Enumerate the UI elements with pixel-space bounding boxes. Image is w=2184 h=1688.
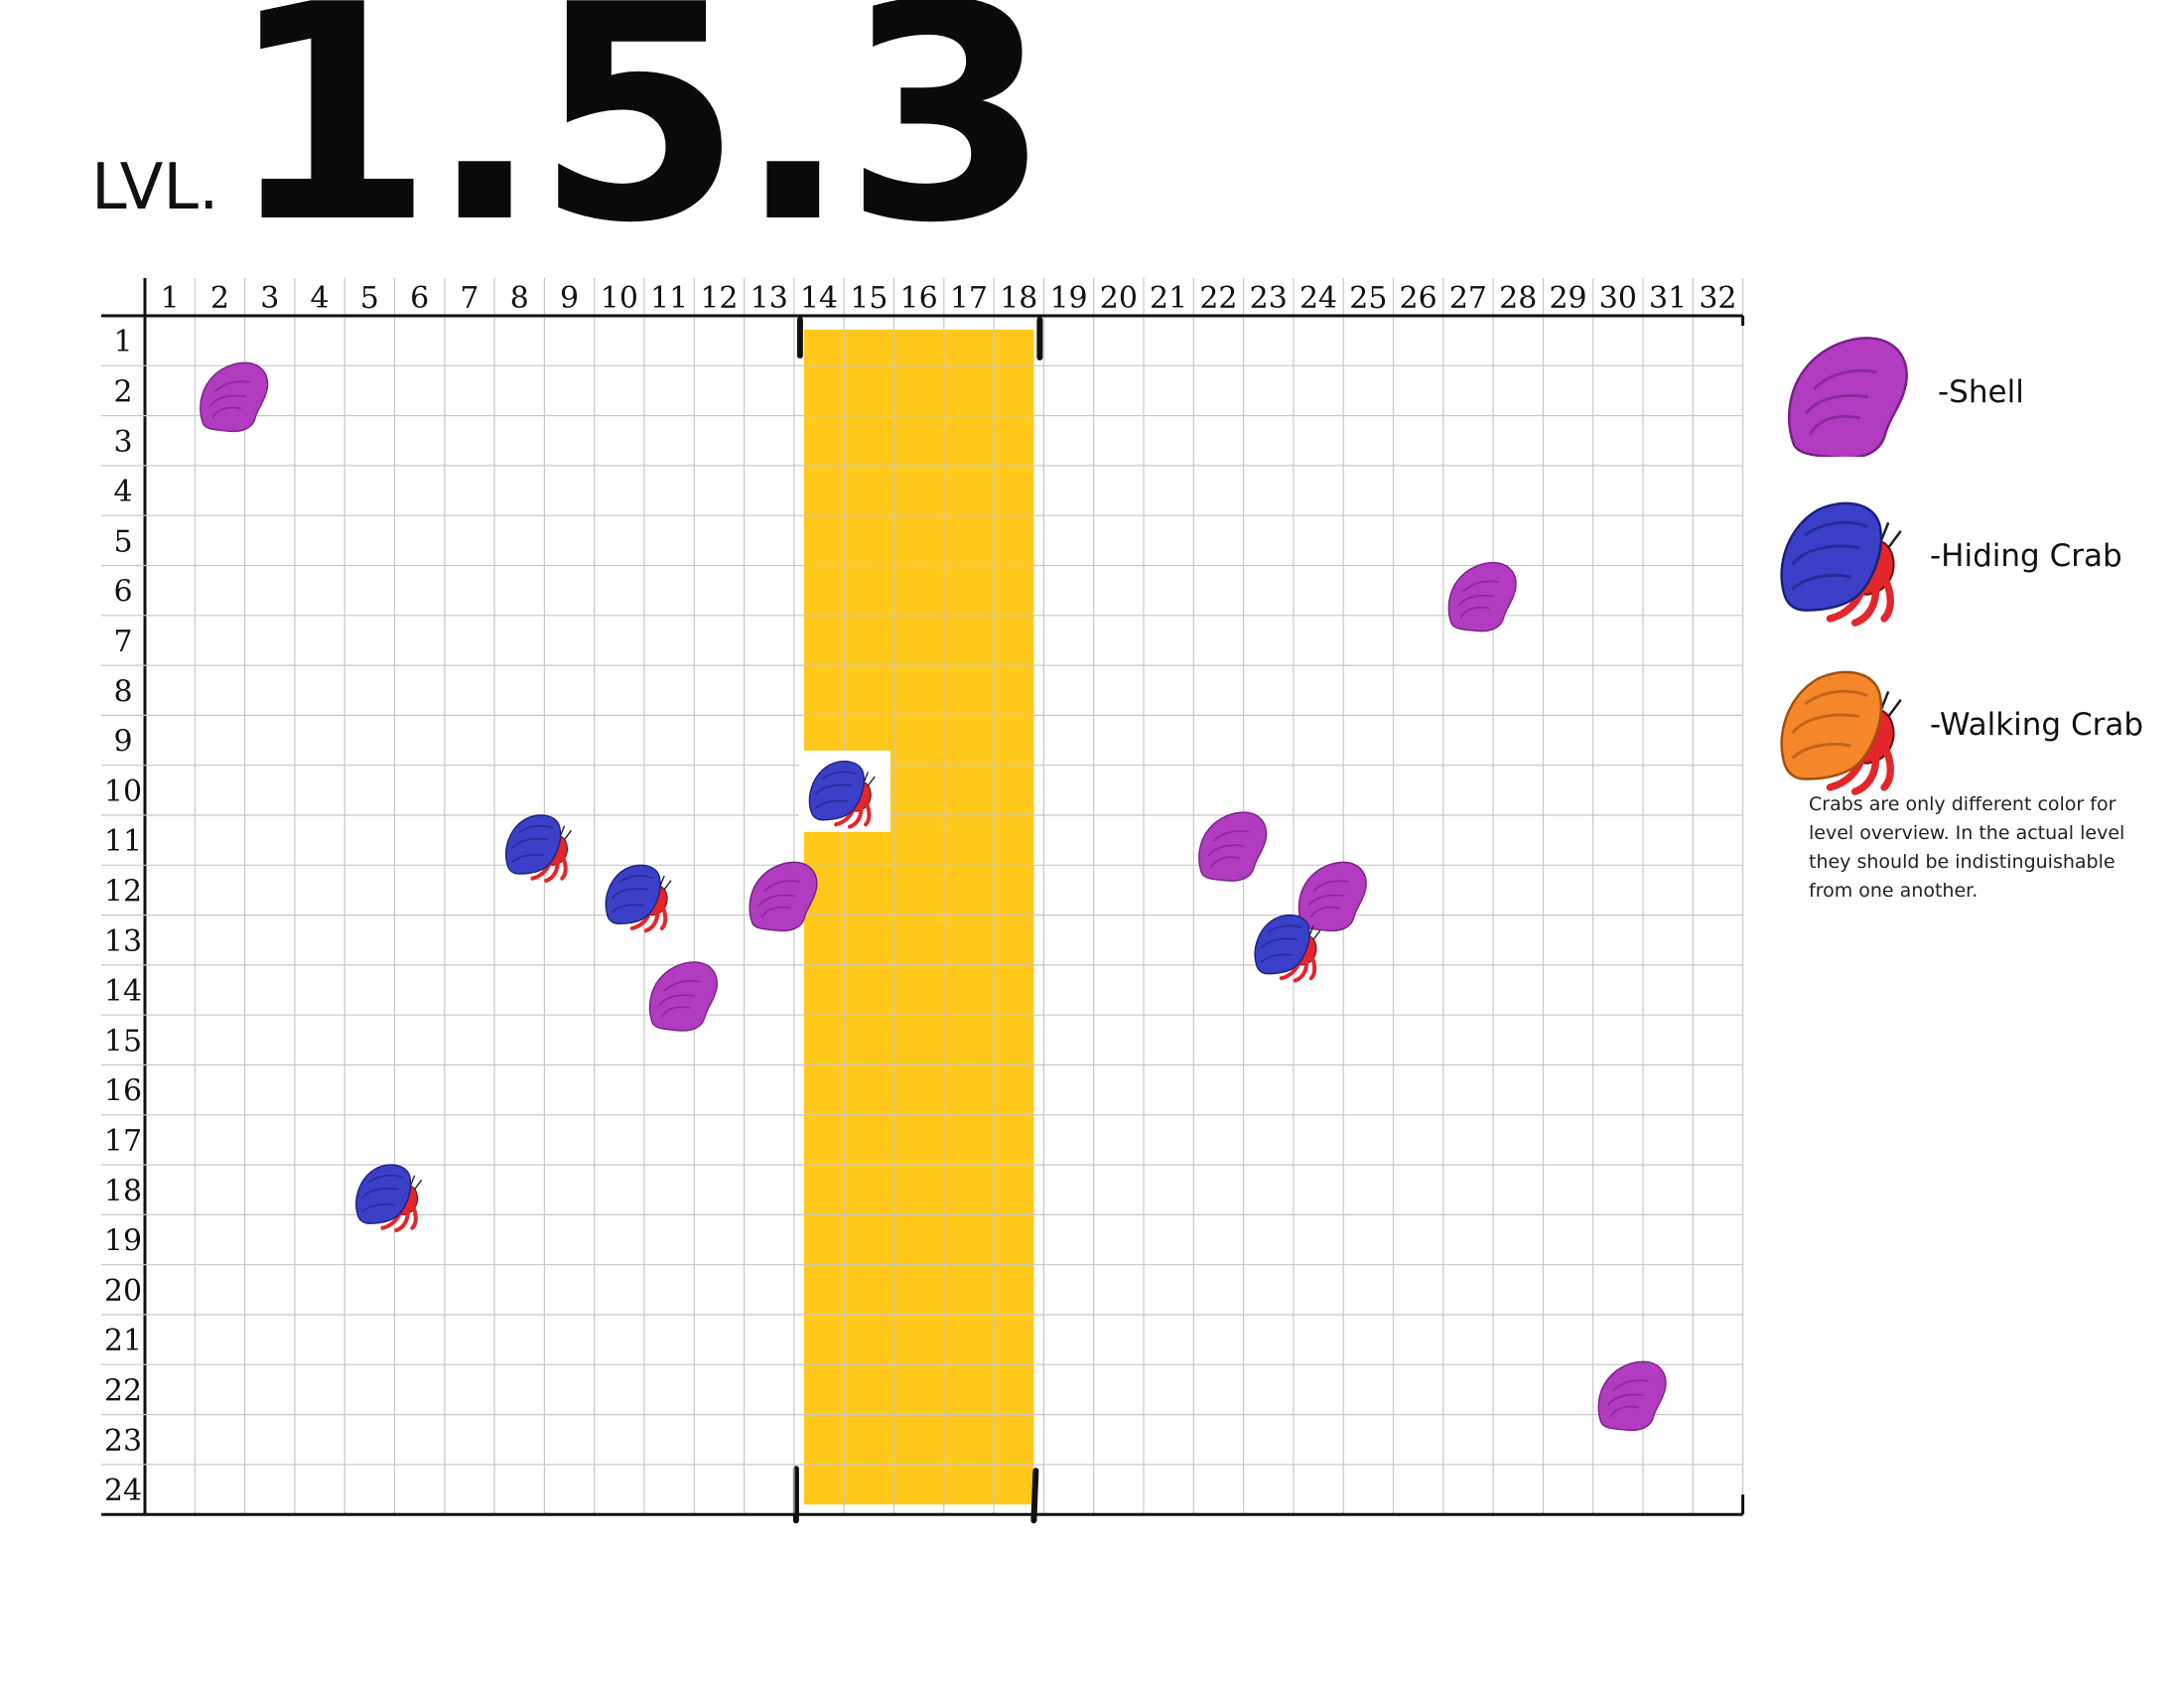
yellow-zone <box>803 330 1034 1505</box>
column-label: 17 <box>950 281 988 316</box>
shell-entity <box>1447 561 1517 633</box>
column-label: 10 <box>601 281 638 316</box>
row-label: 12 <box>104 874 142 909</box>
column-label: 28 <box>1499 281 1537 316</box>
column-label: 30 <box>1599 281 1637 316</box>
legend-item-hiding-crab: -Hiding Crab <box>1773 482 2122 631</box>
shell-entity <box>1198 811 1268 882</box>
hiding-crab-icon <box>606 865 671 930</box>
shell-icon <box>200 361 269 433</box>
row-label: 11 <box>104 824 142 859</box>
column-label: 24 <box>1299 281 1337 316</box>
column-label: 14 <box>800 281 838 316</box>
row-label: 14 <box>104 974 142 1009</box>
column-label: 3 <box>260 281 279 316</box>
row-label: 9 <box>113 725 132 760</box>
row-label: 7 <box>113 625 132 659</box>
walking-crab-icon <box>1773 650 1922 799</box>
column-label: 4 <box>311 281 330 316</box>
row-label: 3 <box>113 425 132 460</box>
hiding-crab-icon <box>356 1165 422 1230</box>
shell-icon <box>648 961 719 1032</box>
shell-entity <box>648 961 719 1032</box>
column-label: 16 <box>900 281 938 316</box>
shell-icon <box>1447 561 1517 633</box>
row-label: 20 <box>104 1274 142 1309</box>
column-label: 12 <box>700 281 738 316</box>
shell-icon <box>1198 811 1268 882</box>
row-label: 5 <box>113 524 132 559</box>
column-label: 26 <box>1400 281 1437 316</box>
column-label: 27 <box>1449 281 1487 316</box>
column-label: 21 <box>1150 281 1187 316</box>
row-label: 22 <box>104 1373 142 1408</box>
legend-label-hiding-crab: -Hiding Crab <box>1930 538 2122 574</box>
legend-item-shell: -Shell <box>1783 328 2024 457</box>
column-label: 8 <box>510 281 529 316</box>
column-label: 15 <box>850 281 887 316</box>
row-label: 23 <box>104 1424 142 1459</box>
row-label: 21 <box>104 1324 142 1358</box>
row-label: 15 <box>104 1024 142 1058</box>
column-label: 7 <box>460 281 478 316</box>
hiding-crab-icon <box>506 815 572 881</box>
hiding-crab-entity <box>506 815 572 881</box>
hiding-crab-icon <box>1773 482 1922 631</box>
level-title: LVL. 1.5.3 <box>91 0 1051 288</box>
column-label: 18 <box>1000 281 1037 316</box>
column-label: 19 <box>1049 281 1087 316</box>
shell-entity <box>1297 861 1367 932</box>
shell-entity <box>1597 1360 1667 1432</box>
row-label: 2 <box>113 374 132 409</box>
column-label: 25 <box>1349 281 1387 316</box>
column-label: 1 <box>161 281 180 316</box>
hiding-crab-entity <box>799 750 891 832</box>
row-label: 13 <box>104 924 142 959</box>
zone-bracket-mark <box>1030 1468 1039 1524</box>
row-label: 10 <box>104 774 142 809</box>
row-label: 16 <box>104 1074 142 1109</box>
column-label: 11 <box>650 281 688 316</box>
level-prefix: LVL. <box>91 151 219 224</box>
row-label: 6 <box>113 575 132 610</box>
shell-icon <box>1787 336 1909 457</box>
shell-icon <box>1297 861 1367 932</box>
column-label: 23 <box>1250 281 1288 316</box>
hiding-crab-entity <box>606 865 671 930</box>
legend-item-walking-crab: -Walking Crab <box>1773 650 2143 799</box>
row-label: 1 <box>113 325 132 359</box>
legend-note: Crabs are only different color for level… <box>1809 793 2125 902</box>
column-label: 5 <box>360 281 379 316</box>
shell-entity <box>200 361 269 433</box>
hiding-crab-entity <box>356 1165 422 1230</box>
row-label: 17 <box>104 1124 142 1159</box>
column-label: 2 <box>210 281 229 316</box>
row-label: 24 <box>104 1474 142 1508</box>
row-label: 19 <box>104 1224 142 1259</box>
row-label: 18 <box>104 1174 142 1208</box>
legend-label-shell: -Shell <box>1938 374 2024 410</box>
column-label: 29 <box>1549 281 1586 316</box>
row-label: 4 <box>113 475 132 509</box>
legend-label-walking-crab: -Walking Crab <box>1930 707 2144 743</box>
row-label: 8 <box>113 674 132 709</box>
column-label: 32 <box>1699 281 1736 316</box>
column-label: 20 <box>1100 281 1138 316</box>
column-label: 22 <box>1199 281 1237 316</box>
shell-icon <box>1597 1360 1667 1432</box>
column-label: 31 <box>1649 281 1687 316</box>
column-label: 9 <box>560 281 579 316</box>
level-number: 1.5.3 <box>226 0 1050 288</box>
column-label: 13 <box>751 281 788 316</box>
column-label: 6 <box>410 281 429 316</box>
